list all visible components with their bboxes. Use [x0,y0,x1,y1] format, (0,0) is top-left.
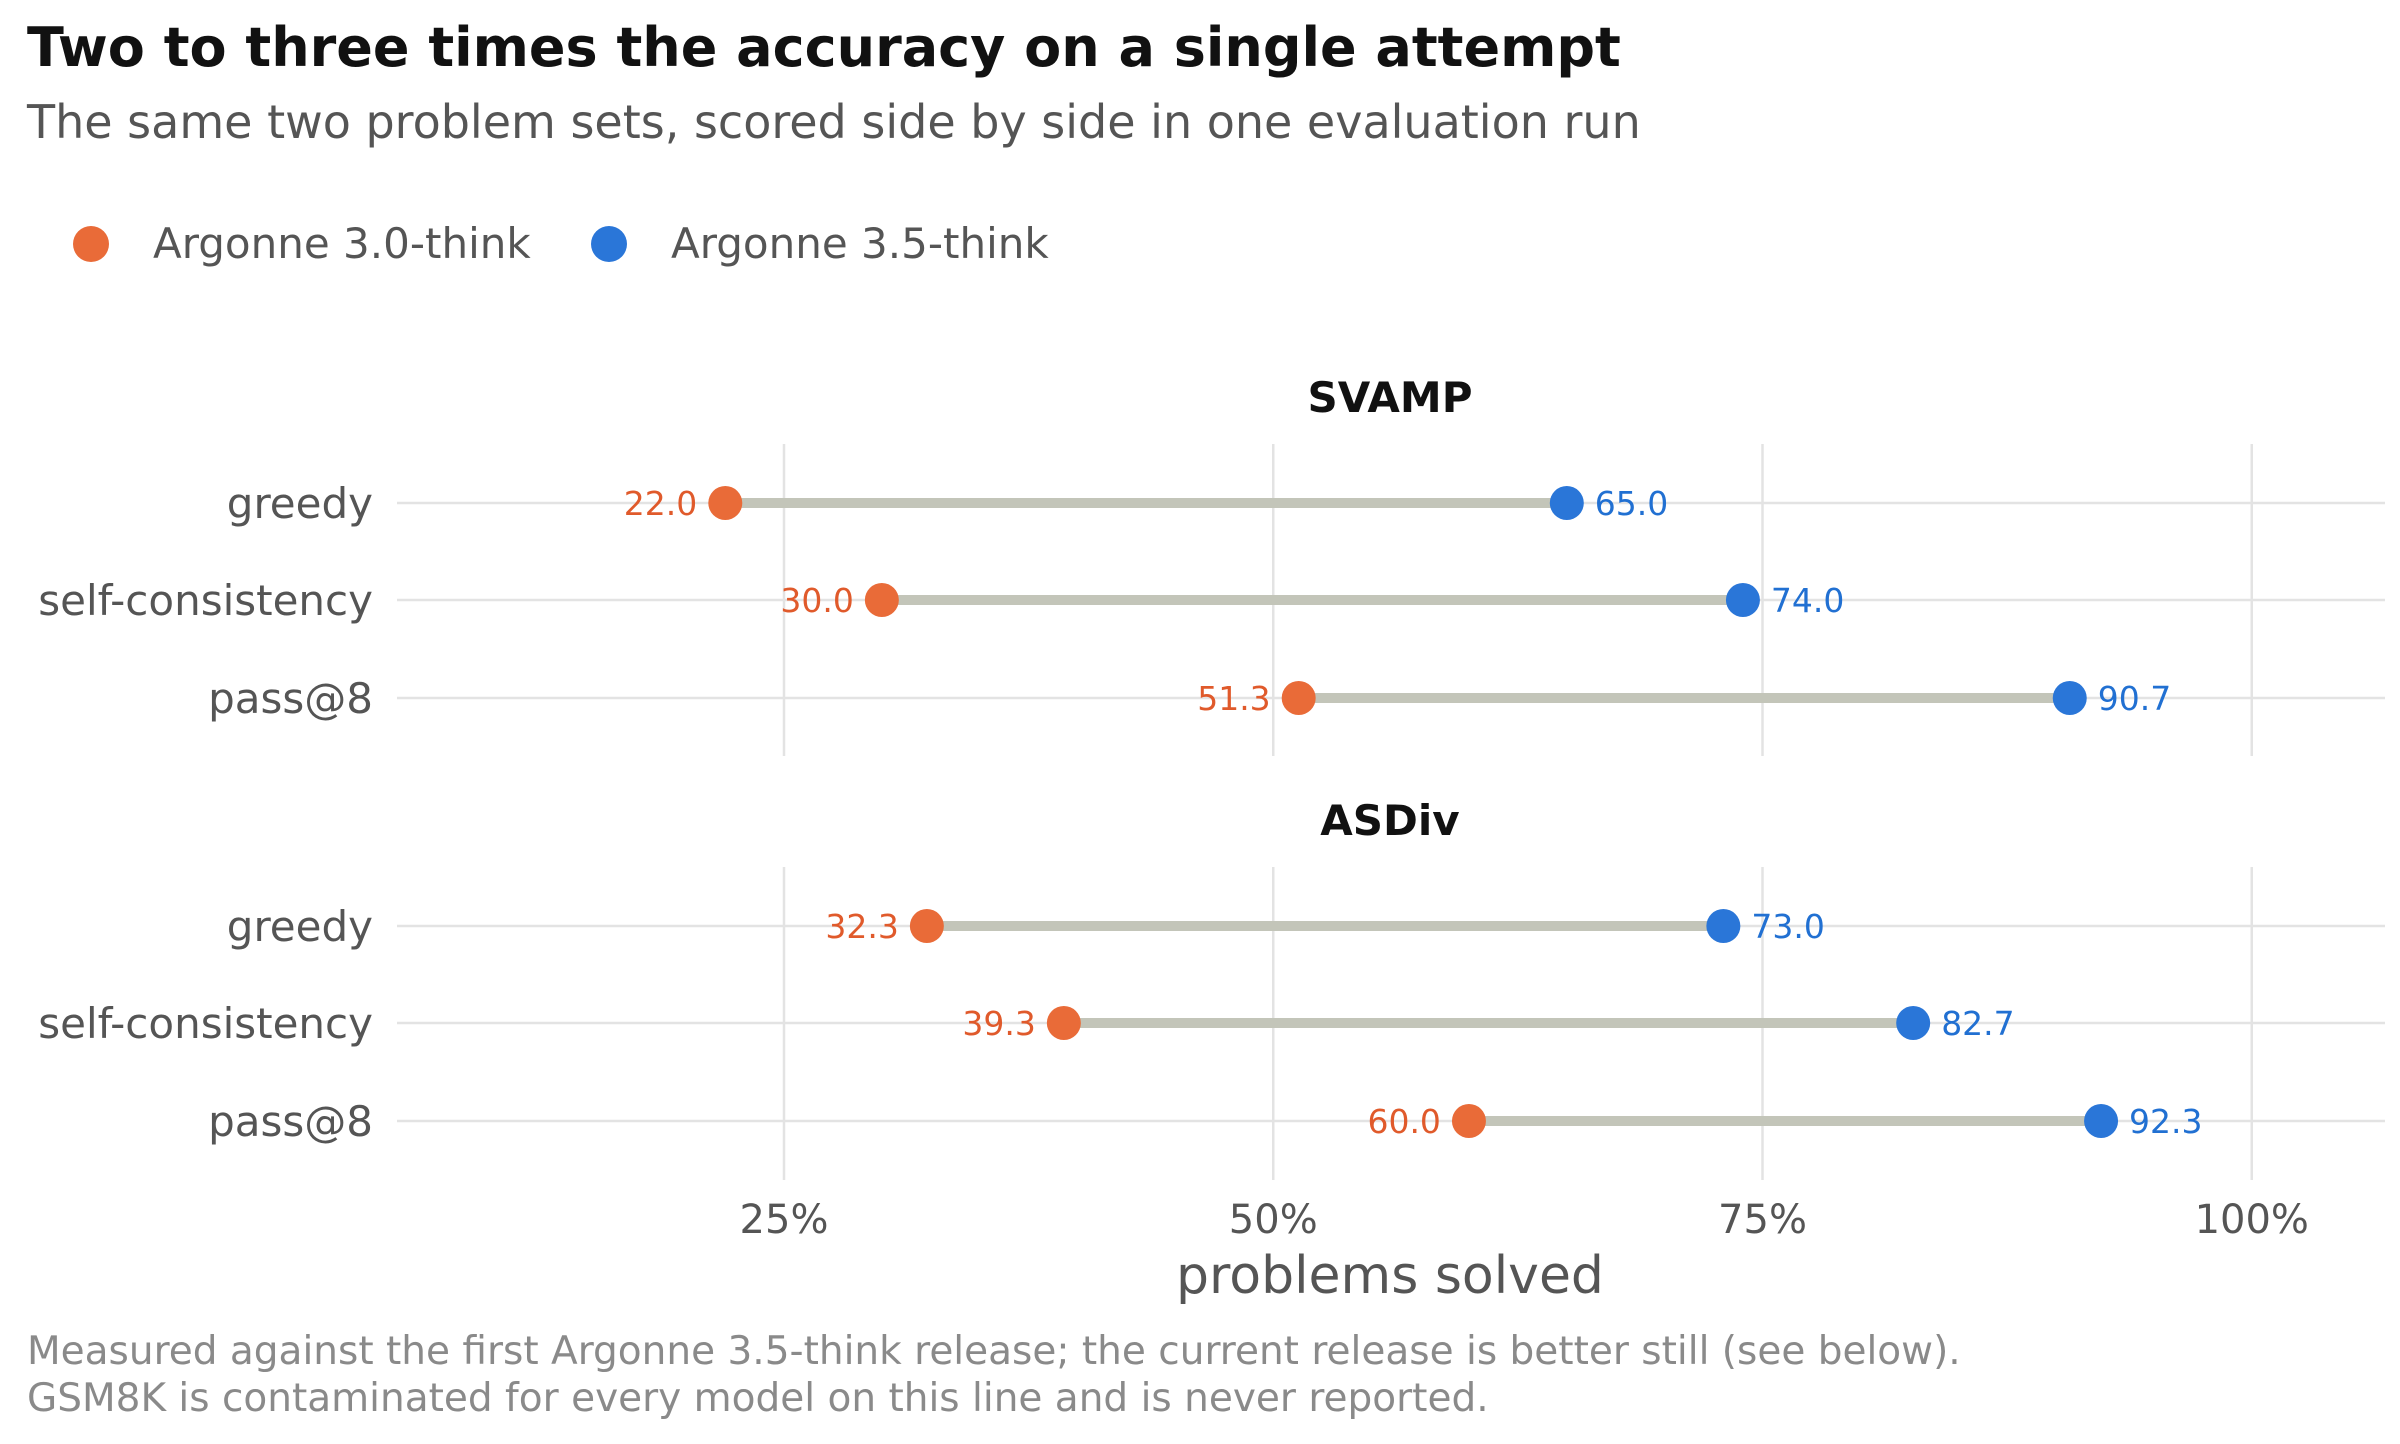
value-label-argonne-3-5: 92.3 [2129,1102,2202,1141]
facet-panel: ASDiv greedy 32.3 73.0 self-consistency 39.3 8… [38,796,2385,1180]
value-label-argonne-3-5: 65.0 [1595,484,1668,523]
x-axis-title: problems solved [1176,1246,1604,1306]
point-argonne-3-0 [864,583,899,617]
row-label: pass@8 [208,1097,373,1146]
point-argonne-3-0 [909,909,944,943]
point-argonne-3-0 [1046,1006,1081,1040]
point-argonne-3-5 [1725,583,1760,617]
legend-marker [73,226,109,262]
value-label-argonne-3-5: 82.7 [1941,1004,2014,1043]
x-tick-label: 100% [2195,1197,2309,1243]
caption-line: GSM8K is contaminated for every model on… [27,1376,1489,1421]
value-label-argonne-3-5: 74.0 [1771,581,1844,620]
point-argonne-3-0 [1451,1104,1486,1138]
x-tick-label: 75% [1718,1197,1807,1243]
caption-line: Measured against the first Argonne 3.5-t… [27,1329,1961,1374]
facet-panel: SVAMP greedy 22.0 65.0 self-consistency 30.0 7… [38,373,2385,756]
row-label: greedy [227,902,373,951]
value-label-argonne-3-5: 90.7 [2098,679,2171,718]
value-label-argonne-3-0: 60.0 [1367,1102,1440,1141]
point-argonne-3-5 [2052,681,2087,715]
panel-title: SVAMP [1308,373,1473,422]
point-argonne-3-5 [1549,486,1584,520]
row-label: self-consistency [38,576,373,625]
panel-title: ASDiv [1320,796,1459,845]
plot-area: SVAMP greedy 22.0 65.0 self-consistency 30.0 7… [38,373,2385,1243]
row-label: greedy [227,479,373,528]
point-argonne-3-5 [2084,1104,2119,1138]
x-tick-label: 25% [740,1197,829,1243]
legend: Argonne 3.0-think Argonne 3.5-think [73,219,1049,268]
row-label: pass@8 [208,674,373,723]
value-label-argonne-3-0: 30.0 [780,581,853,620]
value-label-argonne-3-0: 51.3 [1197,679,1270,718]
chart-title: Two to three times the accuracy on a sin… [27,16,1621,79]
point-argonne-3-5 [1896,1006,1931,1040]
point-argonne-3-0 [708,486,743,520]
value-label-argonne-3-5: 73.0 [1751,907,1824,946]
legend-marker [591,226,627,262]
x-tick-label: 50% [1229,1197,1318,1243]
row-label: self-consistency [38,999,373,1048]
chart-subtitle: The same two problem sets, scored side b… [26,95,1641,149]
value-label-argonne-3-0: 32.3 [825,907,898,946]
point-argonne-3-0 [1281,681,1316,715]
value-label-argonne-3-0: 39.3 [962,1004,1035,1043]
legend-label: Argonne 3.5-think [671,219,1049,268]
value-label-argonne-3-0: 22.0 [624,484,697,523]
legend-label: Argonne 3.0-think [153,219,531,268]
point-argonne-3-5 [1706,909,1741,943]
